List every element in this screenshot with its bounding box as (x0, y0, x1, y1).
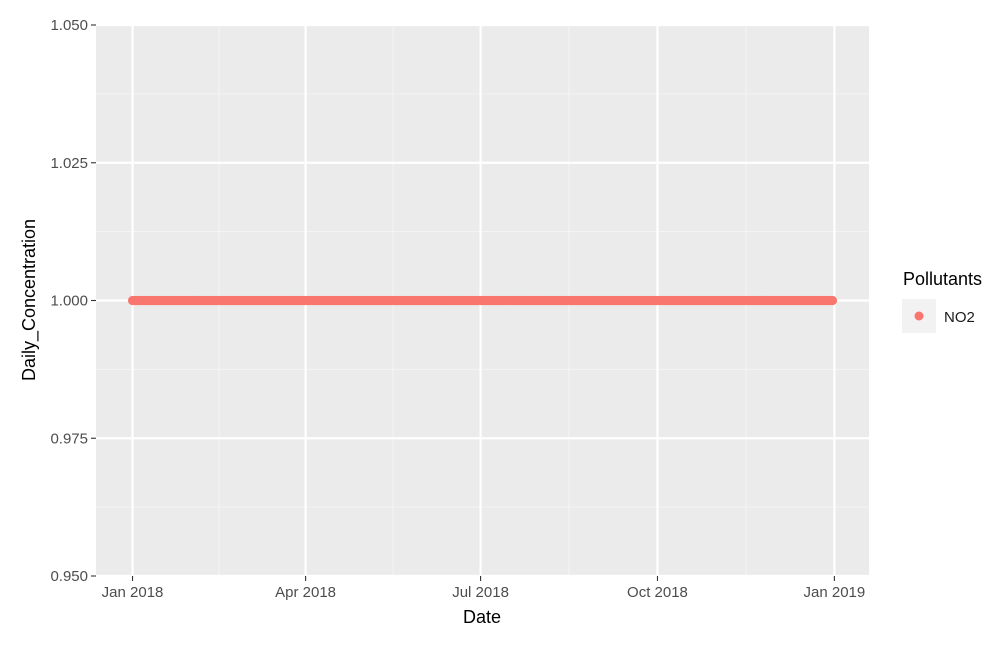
y-axis: 0.950 0.975 1.000 1.025 1.050 (50, 17, 96, 585)
x-axis-title: Date (463, 607, 501, 627)
legend: Pollutants NO2 (902, 269, 982, 333)
x-tick-label: Apr 2018 (275, 584, 336, 601)
y-axis-title: Daily_Concentration (19, 219, 40, 381)
legend-key-no2 (914, 311, 924, 321)
data-point-no2 (827, 295, 838, 306)
y-tick-label: 1.025 (50, 155, 88, 172)
x-tick-label: Jan 2019 (804, 584, 866, 601)
legend-title: Pollutants (903, 269, 982, 289)
y-tick-label: 1.000 (50, 293, 88, 310)
x-tick-label: Jan 2018 (102, 584, 164, 601)
x-tick-label: Jul 2018 (452, 584, 509, 601)
x-tick-label: Oct 2018 (627, 584, 688, 601)
y-tick-label: 0.950 (50, 568, 88, 585)
data-points (127, 295, 838, 306)
y-tick-label: 0.975 (50, 430, 88, 447)
y-tick-label: 1.050 (50, 17, 88, 34)
x-axis: Jan 2018 Apr 2018 Jul 2018 Oct 2018 Jan 2019 (102, 576, 866, 601)
legend-label-no2: NO2 (944, 309, 975, 326)
